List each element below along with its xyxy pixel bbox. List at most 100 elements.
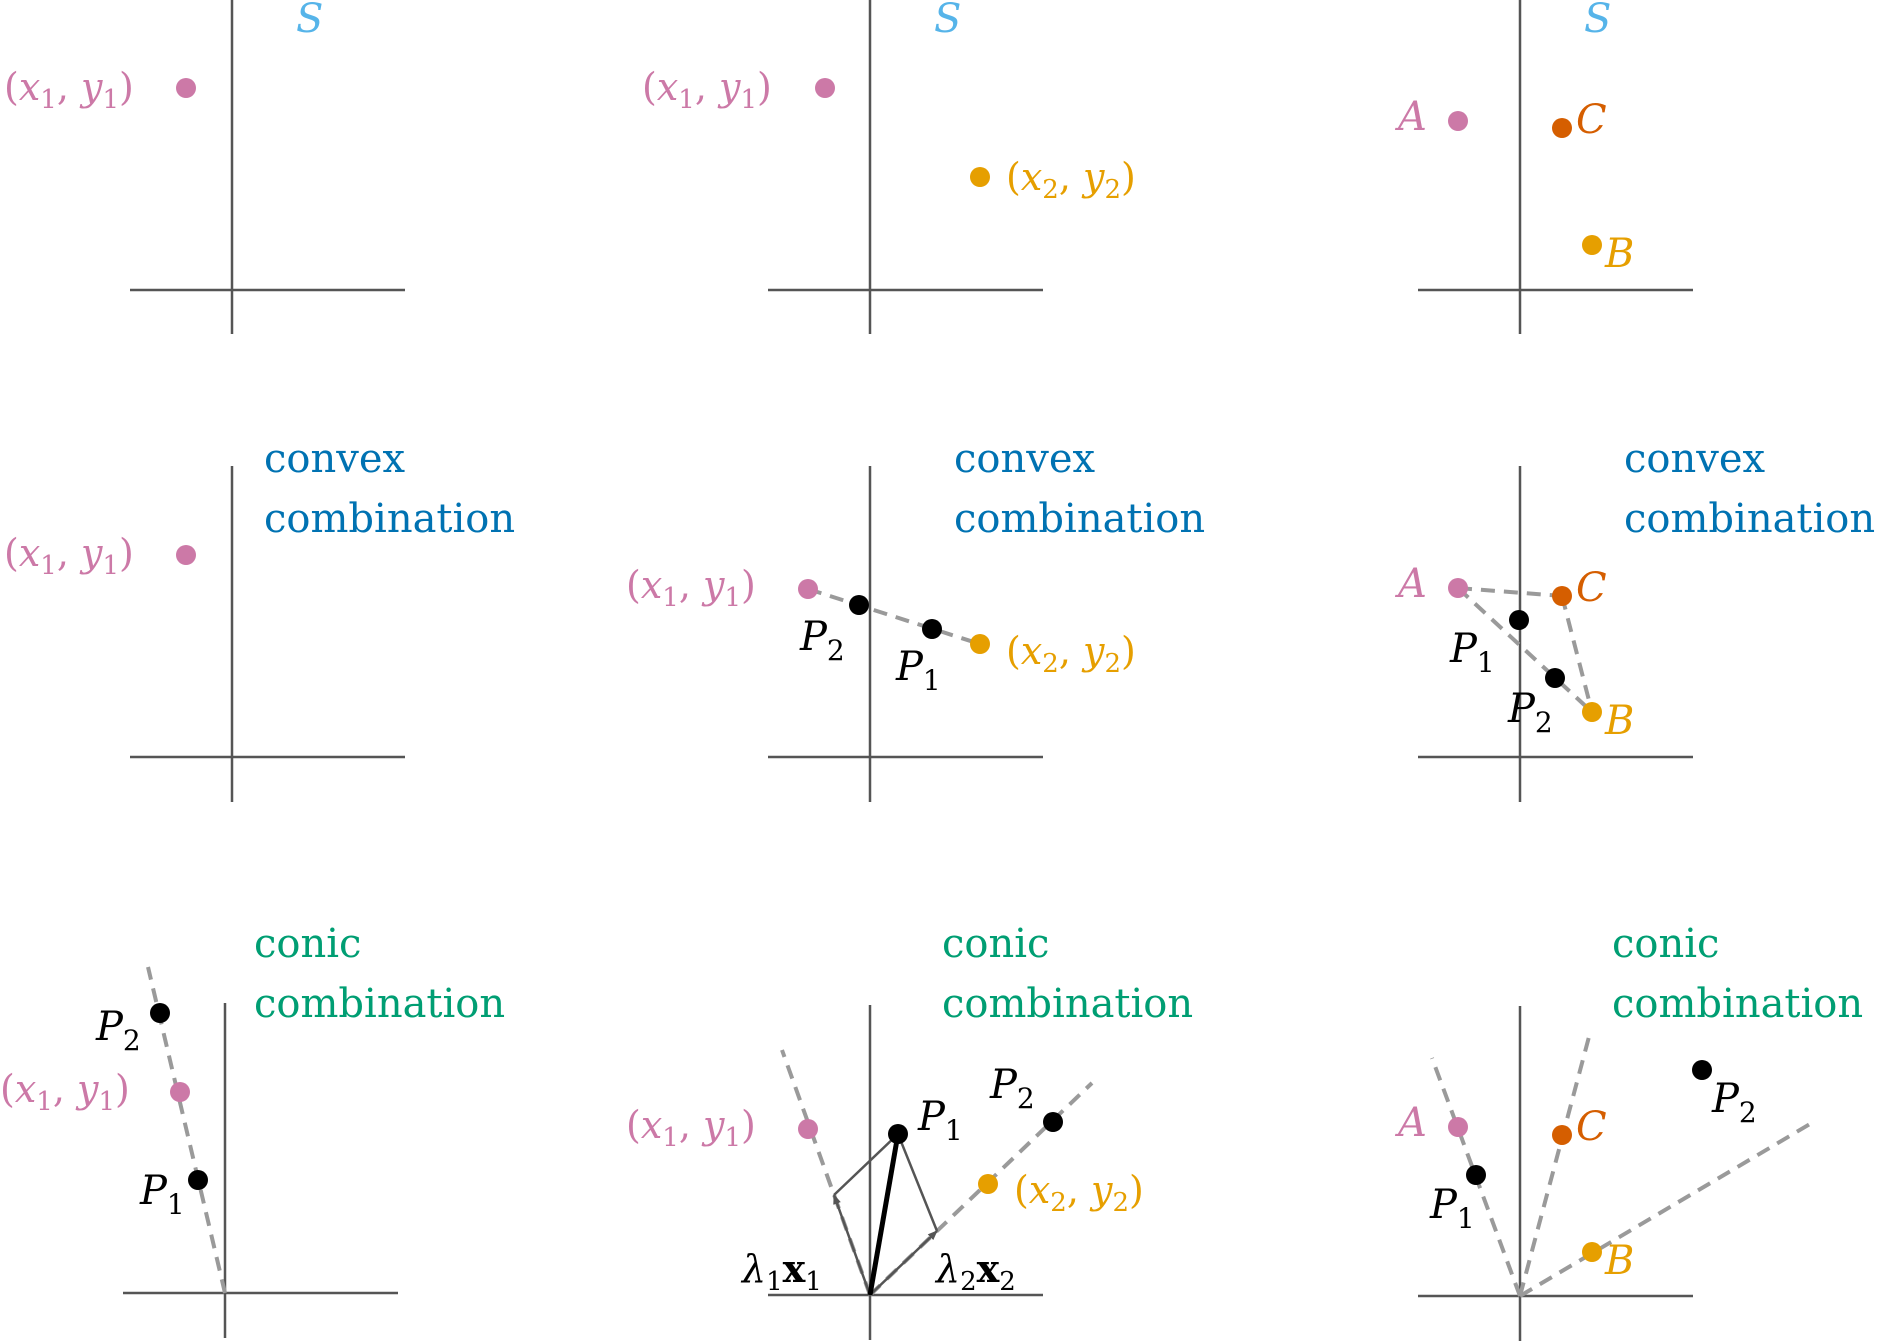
resultant-vector-p1 xyxy=(867,1133,901,1296)
point-p2 xyxy=(1545,668,1565,688)
heading-line-1: convex xyxy=(264,436,406,482)
point-p2 xyxy=(1692,1060,1712,1080)
ray-through-b xyxy=(1518,1119,1817,1298)
heading-line-2: combination xyxy=(264,496,515,542)
heading-line-1: conic xyxy=(1612,921,1719,967)
vector-lambda1-x1 xyxy=(832,1194,872,1296)
label-x2y2: (x2, y2) xyxy=(1014,1168,1144,1218)
point-x1y1 xyxy=(798,1119,818,1139)
point-c xyxy=(1552,118,1572,138)
heading-line-2: combination xyxy=(1612,981,1863,1027)
heading-line-1: conic xyxy=(254,921,361,967)
label-x1y1: (x1, y1) xyxy=(4,531,134,581)
label-x1y1: (x1, y1) xyxy=(4,65,134,115)
axes xyxy=(1418,1006,1693,1341)
axes xyxy=(1418,0,1693,334)
panel-convex-three-points: convex combination A C B P1 P2 xyxy=(1394,436,1875,802)
point-p1 xyxy=(1466,1165,1486,1185)
point-x1y1 xyxy=(815,78,835,98)
label-p2: P2 xyxy=(989,1062,1035,1115)
point-p2 xyxy=(849,595,869,615)
label-lambda2-x2: λ2x2 xyxy=(934,1246,1016,1297)
panel-convex-single-point: convex combination (x1, y1) xyxy=(4,436,515,802)
ray-through-x1y1 xyxy=(780,1049,872,1296)
panel-set-single-point: S (x1, y1) xyxy=(4,0,405,334)
heading-line-1: convex xyxy=(954,436,1096,482)
label-lambda1-x1: λ1x1 xyxy=(740,1246,822,1297)
label-b: B xyxy=(1604,231,1634,277)
parallelogram-edge-1 xyxy=(833,1133,899,1196)
label-a: A xyxy=(1394,1100,1427,1146)
set-label: S xyxy=(296,0,323,42)
point-p1 xyxy=(922,619,942,639)
panel-convex-two-points: convex combination (x1, y1) (x2, y2) P2 … xyxy=(626,436,1205,802)
label-c: C xyxy=(1576,97,1607,143)
axes xyxy=(768,466,1043,802)
point-x1y1 xyxy=(176,78,196,98)
convex-hull-triangle xyxy=(1456,586,1594,714)
label-p1: P1 xyxy=(1429,1182,1475,1235)
point-a xyxy=(1448,111,1468,131)
point-c xyxy=(1552,1125,1572,1145)
panel-set-three-points: S A C B xyxy=(1394,0,1693,334)
panel-conic-two-points: conic combination (x1, y1) (x2, y2) P1 P… xyxy=(626,921,1193,1340)
axes xyxy=(123,1003,398,1338)
point-a xyxy=(1448,1117,1468,1137)
point-x2y2 xyxy=(970,634,990,654)
point-x1y1 xyxy=(176,545,196,565)
point-p2 xyxy=(150,1003,170,1023)
axes xyxy=(768,0,1043,334)
heading-line-2: combination xyxy=(942,981,1193,1027)
point-b xyxy=(1582,1242,1602,1262)
parallelogram-edge-2 xyxy=(896,1133,939,1232)
heading-line-2: combination xyxy=(254,981,505,1027)
point-b xyxy=(1582,235,1602,255)
label-p1: P1 xyxy=(895,644,941,697)
label-x2y2: (x2, y2) xyxy=(1006,155,1136,205)
point-b xyxy=(1582,702,1602,722)
label-c: C xyxy=(1576,565,1607,611)
label-p1: P1 xyxy=(917,1094,963,1147)
axes xyxy=(130,466,405,802)
segment-x1y1-x2y2 xyxy=(807,587,981,646)
label-a: A xyxy=(1394,561,1427,607)
label-p2: P2 xyxy=(1711,1076,1757,1129)
label-p2: P2 xyxy=(799,614,845,667)
point-p1 xyxy=(1509,610,1529,630)
label-a: A xyxy=(1394,94,1427,140)
point-p2 xyxy=(1043,1112,1063,1132)
label-x1y1: (x1, y1) xyxy=(626,1103,756,1153)
panel-conic-three-points: conic combination A C B P1 P2 xyxy=(1394,921,1863,1341)
label-b: B xyxy=(1604,1238,1634,1284)
label-x2y2: (x2, y2) xyxy=(1006,629,1136,679)
set-label: S xyxy=(1584,0,1611,42)
set-label: S xyxy=(934,0,961,42)
label-p1: P1 xyxy=(1449,626,1495,679)
point-x1y1 xyxy=(798,579,818,599)
label-x1y1: (x1, y1) xyxy=(642,65,772,115)
point-p1 xyxy=(188,1170,208,1190)
vector-lambda2-x2 xyxy=(869,1230,938,1296)
panel-conic-single-point: conic combination P2 (x1, y1) P1 xyxy=(0,921,505,1338)
axes xyxy=(1418,466,1693,802)
point-p1 xyxy=(888,1124,908,1144)
label-b: B xyxy=(1604,698,1634,744)
point-c xyxy=(1552,586,1572,606)
label-p2: P2 xyxy=(95,1004,141,1057)
label-x1y1: (x1, y1) xyxy=(626,563,756,613)
heading-line-2: combination xyxy=(1624,496,1875,542)
ray-through-c xyxy=(1518,1032,1592,1297)
point-a xyxy=(1448,578,1468,598)
label-c: C xyxy=(1576,1104,1607,1150)
heading-line-2: combination xyxy=(954,496,1205,542)
point-x2y2 xyxy=(970,167,990,187)
heading-line-1: convex xyxy=(1624,436,1766,482)
heading-line-1: conic xyxy=(942,921,1049,967)
panel-set-two-points: S (x1, y1) (x2, y2) xyxy=(642,0,1136,334)
point-x2y2 xyxy=(978,1174,998,1194)
label-x1y1: (x1, y1) xyxy=(0,1067,130,1117)
label-p1: P1 xyxy=(139,1168,185,1221)
axes xyxy=(130,0,405,334)
